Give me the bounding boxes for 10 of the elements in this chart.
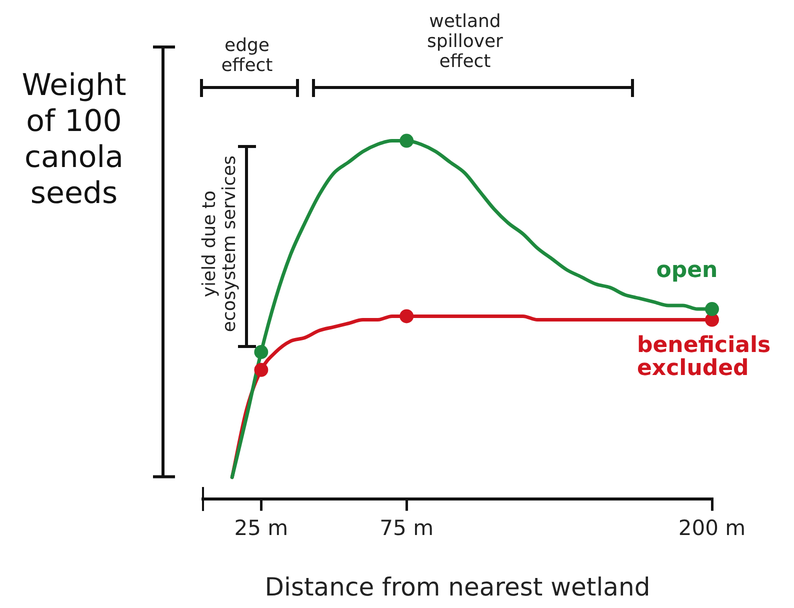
series-label: open: [655, 258, 719, 284]
x-tick-label: 200 m: [678, 516, 746, 540]
annotation: yield due to ecosystem services: [199, 154, 240, 334]
x-tick-label: 25 m: [234, 516, 288, 540]
series-label: beneficials excluded: [637, 332, 772, 381]
text: wetland spillover effect: [426, 11, 504, 72]
x-tick-label: 75 m: [380, 516, 434, 540]
y-axis-title: Weight of 100 canola seeds: [20, 68, 128, 212]
text: edge effect: [220, 35, 274, 76]
x-axis-title: Distance from nearest wetland: [264, 572, 650, 602]
